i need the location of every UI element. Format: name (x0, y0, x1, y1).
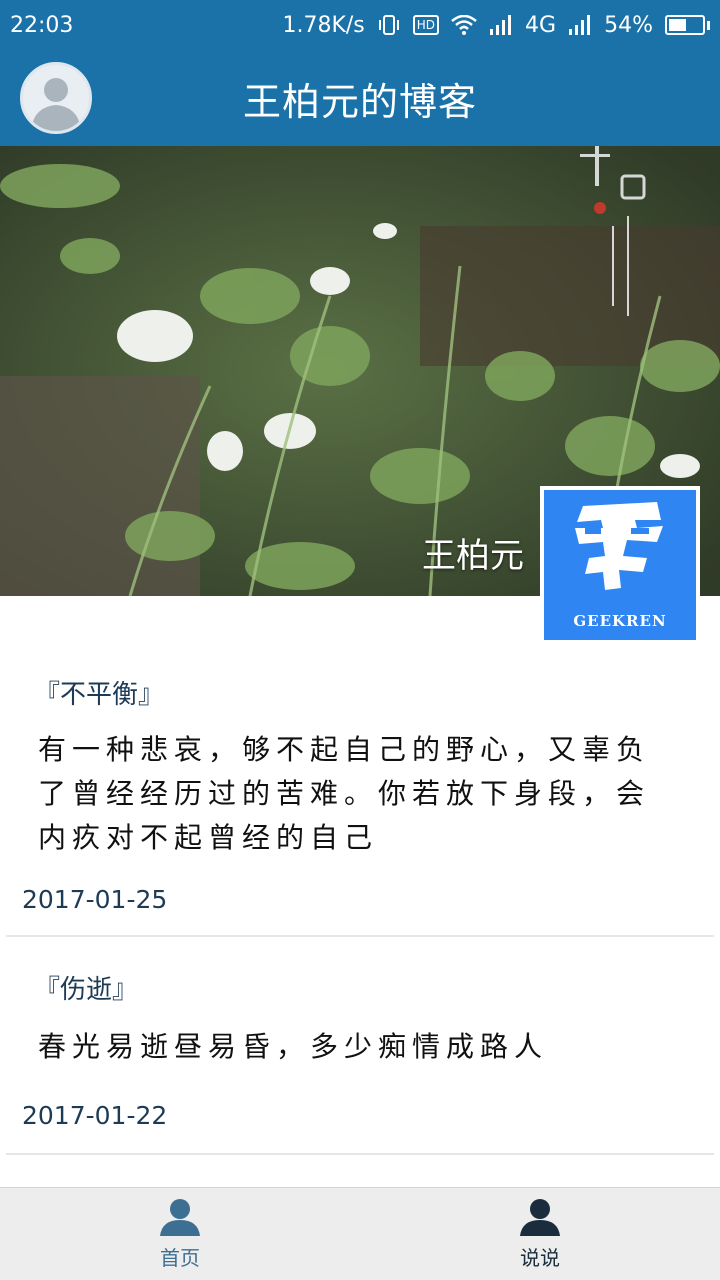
logo-text: GEEKREN (573, 612, 667, 630)
person-icon (520, 1198, 560, 1236)
wifi-icon (451, 15, 477, 35)
post-body: 有一种悲哀，够不起自己的野心，又辜负了曾经经历过的苦难。你若放下身段，会内疚对不… (38, 733, 651, 854)
hd-label: HD (412, 15, 440, 35)
page-title: 王柏元的博客 (242, 79, 477, 124)
battery-percent: 54% (604, 12, 653, 38)
post-date: 2017-01-25 (22, 885, 168, 914)
post-date: 2017-01-22 (22, 1101, 168, 1130)
tab-talk[interactable]: 说说 (360, 1188, 720, 1280)
cover-banner: 王柏元 (0, 146, 720, 596)
mask-logo-icon (575, 502, 663, 590)
vibrate-icon (377, 14, 401, 36)
profile-logo[interactable]: GEEKREN (540, 486, 700, 644)
tab-home-label: 首页 (160, 1245, 200, 1270)
post-list: 『不平衡』 有一种悲哀，够不起自己的野心，又辜负了曾经经历过的苦难。你若放下身段… (0, 596, 720, 1155)
list-item[interactable]: 『不平衡』 有一种悲哀，够不起自己的野心，又辜负了曾经经历过的苦难。你若放下身段… (6, 596, 714, 937)
app-header: 王柏元的博客 (0, 50, 720, 146)
post-title: 『不平衡』 (34, 680, 165, 710)
battery-icon (665, 15, 710, 35)
signal-icon (489, 15, 513, 35)
profile-name: 王柏元 (422, 536, 524, 576)
list-item[interactable]: 『伤逝』 春光易逝昼易昏，多少痴情成路人 2017-01-22 (6, 937, 714, 1155)
net-speed: 1.78K/s (282, 12, 365, 38)
person-icon (160, 1198, 200, 1236)
network-type: 4G (525, 12, 557, 38)
person-avatar-icon[interactable] (20, 62, 92, 134)
post-title: 『伤逝』 (34, 975, 139, 1005)
tab-home[interactable]: 首页 (0, 1188, 360, 1280)
hd-icon: HD (412, 15, 440, 35)
status-bar: 22:03 1.78K/s HD 4G 54% (0, 0, 720, 50)
cover-photo (0, 146, 720, 596)
tab-talk-label: 说说 (520, 1245, 560, 1270)
status-time: 22:03 (10, 12, 74, 38)
signal-icon (568, 15, 592, 35)
bottom-nav: 首页 说说 (0, 1187, 720, 1280)
post-body: 春光易逝昼易昏，多少痴情成路人 (38, 1030, 549, 1063)
